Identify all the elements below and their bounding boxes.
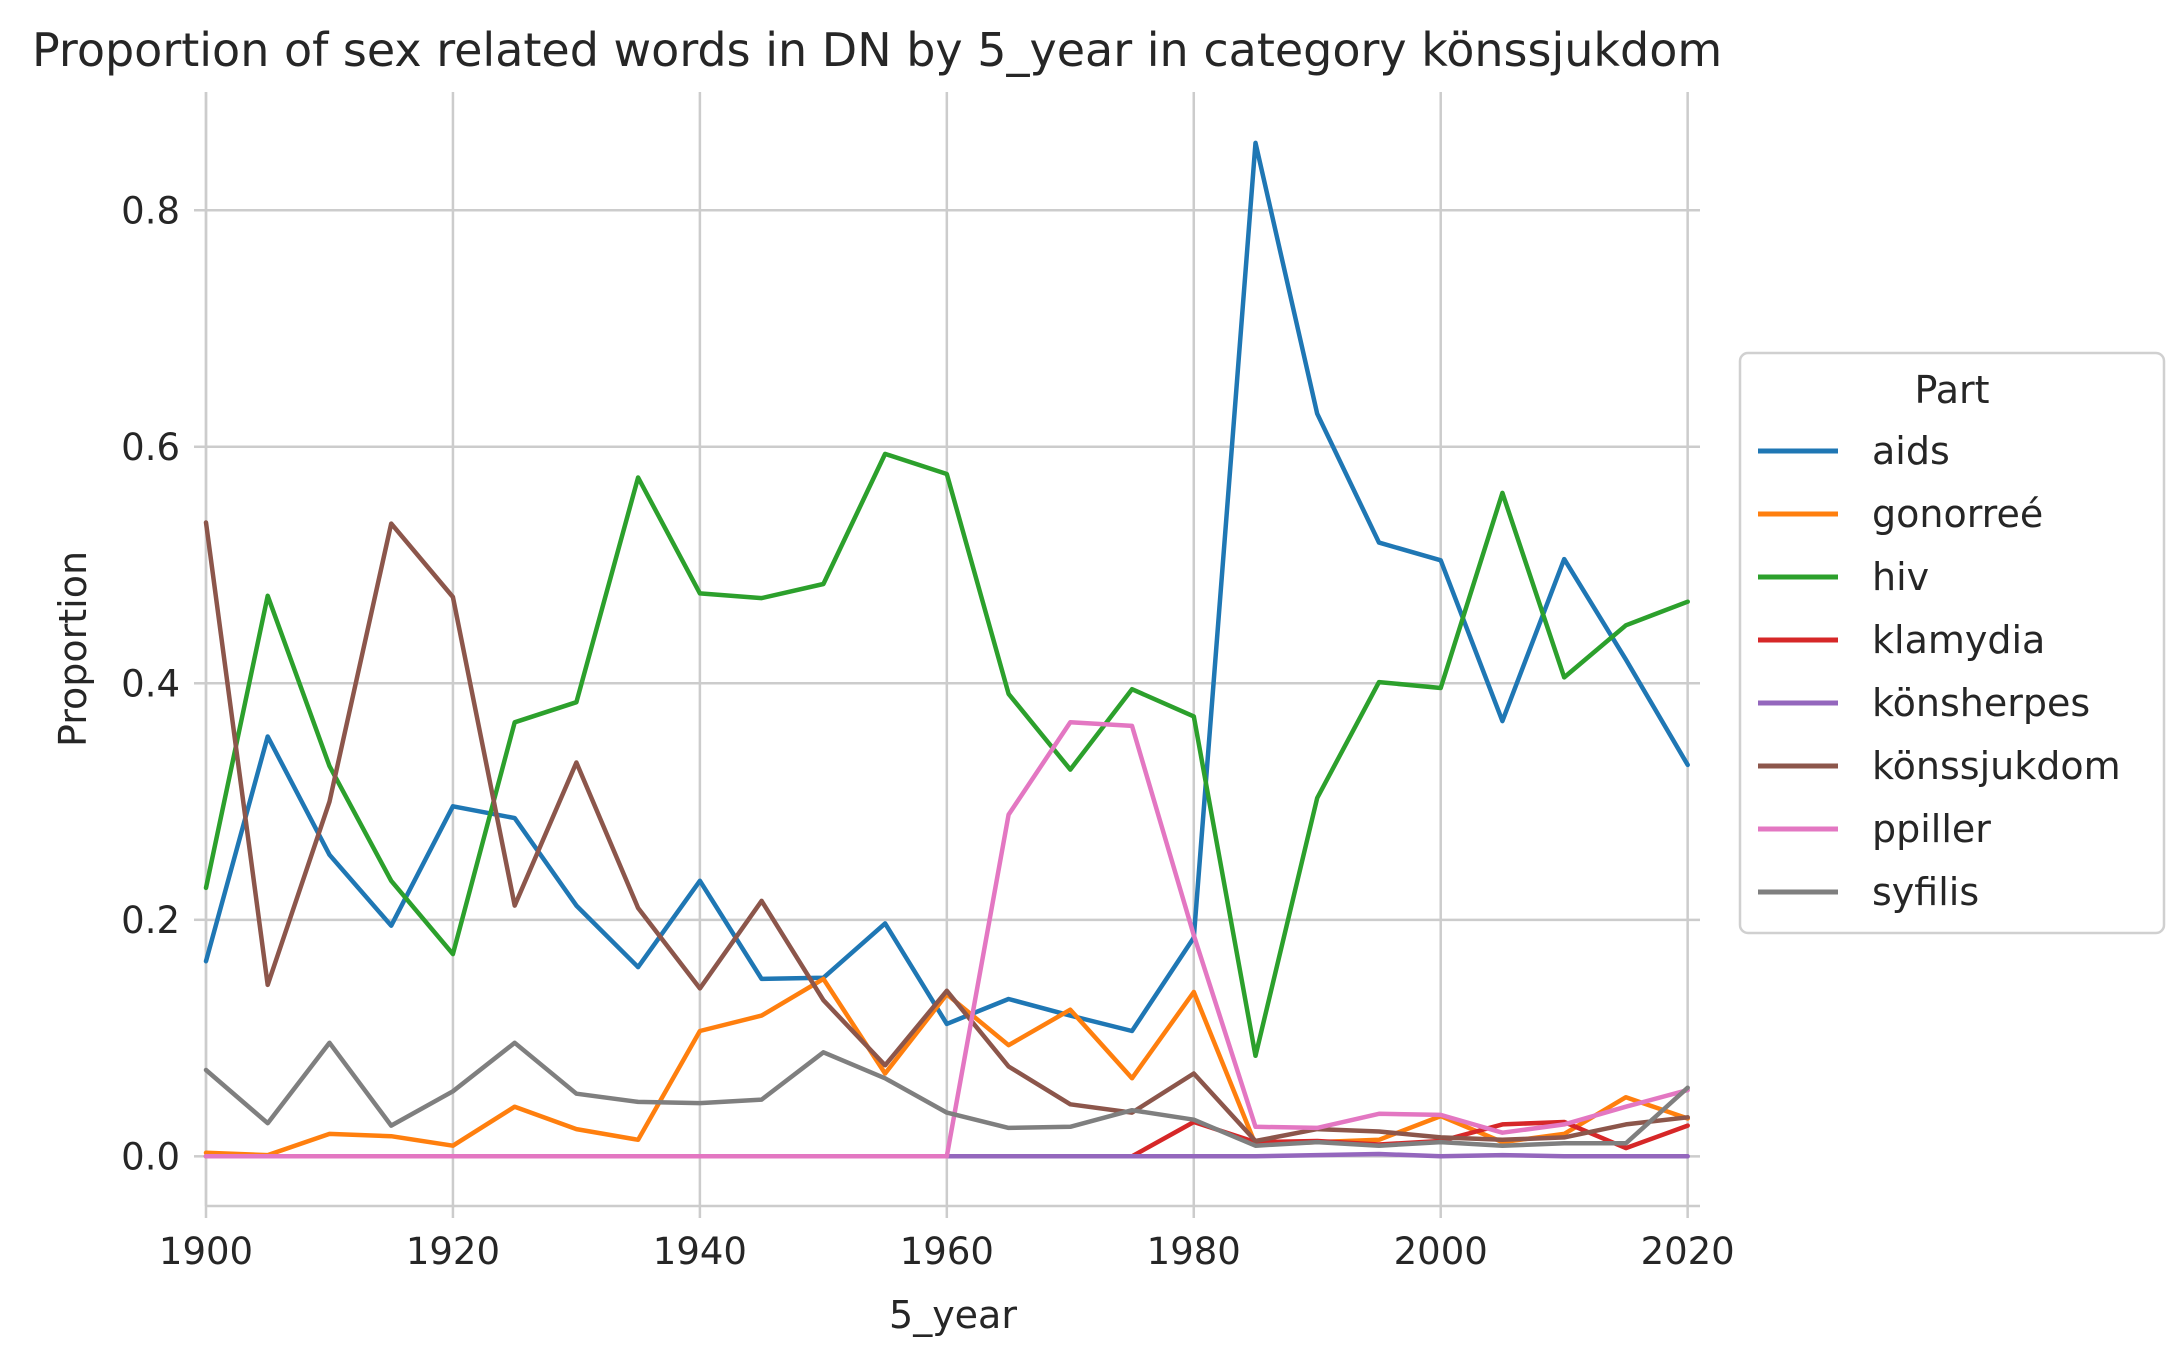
legend-label: könsherpes	[1872, 681, 2090, 725]
legend-box	[1738, 351, 2166, 935]
legend-label: aids	[1872, 429, 1950, 473]
y-axis-label: Proportion	[51, 551, 95, 747]
legend-title: Part	[1914, 368, 1989, 412]
legend-label: könssjukdom	[1872, 744, 2121, 788]
plot-lines	[203, 140, 1690, 1159]
legend-label: klamydia	[1872, 618, 2045, 662]
y-tick-label: 0.0	[121, 1135, 180, 1178]
y-tick-label: 0.8	[121, 189, 180, 232]
x-tick-label: 1940	[653, 1230, 747, 1273]
y-tick-label: 0.4	[121, 662, 180, 705]
legend-label: syfilis	[1872, 870, 1979, 914]
x-tick-label: 2020	[1641, 1230, 1735, 1273]
x-tick-label: 1920	[406, 1230, 500, 1273]
y-tick-label: 0.2	[121, 899, 180, 942]
legend-label: hiv	[1872, 555, 1929, 599]
y-tick-label: 0.6	[121, 426, 180, 469]
series-line-aids	[203, 140, 1690, 1034]
legend: Part aids gonorreé hiv klamydia könsherpes kö…	[1738, 351, 2166, 935]
series-line-syfilis	[203, 1040, 1690, 1148]
x-tick-label: 1900	[159, 1230, 253, 1273]
axes	[194, 92, 1700, 1218]
chart-title: Proportion of sex related words in DN by…	[32, 23, 1722, 77]
series-line-könssjukdom	[203, 520, 1690, 1144]
series-line-ppiller	[203, 720, 1690, 1159]
series-line-hiv	[203, 451, 1690, 1059]
legend-items: aids gonorreé hiv klamydia könsherpes könssju…	[1758, 429, 2121, 914]
tick-labels: 1900 1920 1940 1960 1980 2000 2020 0.0 0.2 0.4 0.6…	[121, 189, 1735, 1273]
x-tick-label: 1980	[1147, 1230, 1241, 1273]
x-tick-label: 2000	[1394, 1230, 1488, 1273]
legend-label: gonorreé	[1872, 492, 2043, 536]
legend-label: ppiller	[1872, 807, 1991, 851]
x-axis-label: 5_year	[889, 1293, 1017, 1337]
gridlines	[204, 92, 1700, 1206]
x-tick-label: 1960	[900, 1230, 994, 1273]
series-line-könsherpes	[944, 1151, 1690, 1159]
